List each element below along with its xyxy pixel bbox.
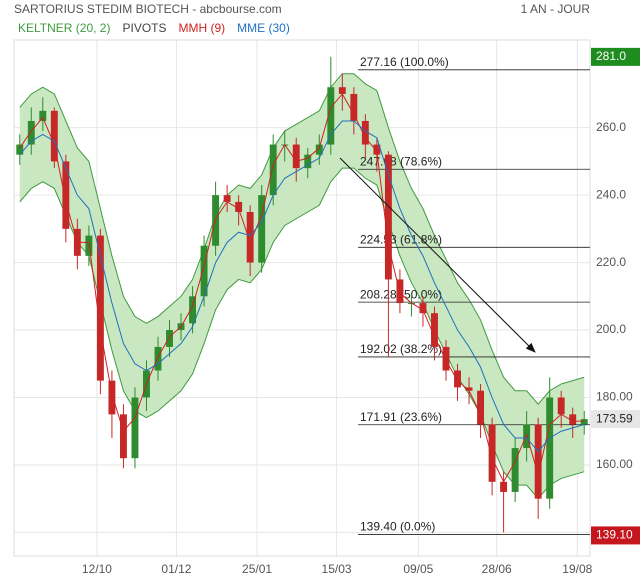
candle-body — [557, 397, 565, 415]
candle-body — [154, 346, 162, 371]
candle-body — [477, 390, 485, 425]
legend: KELTNER (20, 2) PIVOTS MMH (9) MME (30) — [18, 21, 290, 35]
x-tick-label: 15/03 — [322, 562, 352, 576]
candle-body — [361, 120, 369, 145]
legend-entry: KELTNER (20, 2) — [18, 21, 110, 35]
candle-body — [62, 161, 70, 229]
moving-average — [19, 93, 585, 483]
fib-label: 277.16 (100.0%) — [360, 55, 449, 69]
price-marker-label: 139.10 — [596, 528, 633, 542]
x-tick-label: 01/12 — [161, 562, 191, 576]
candle-body — [327, 87, 335, 145]
candle-body — [465, 387, 473, 391]
candle-body — [27, 120, 35, 145]
candle-body — [235, 201, 243, 212]
legend-entry: MME (30) — [237, 21, 290, 35]
candle-body — [223, 195, 231, 202]
candle-body — [96, 235, 104, 381]
y-tick-label: 200.0 — [596, 322, 626, 336]
candle-body — [246, 212, 254, 263]
price-marker-label: 281.0 — [596, 49, 626, 63]
y-tick-label: 160.00 — [596, 457, 633, 471]
candle-body — [304, 154, 312, 169]
candle-body — [419, 303, 427, 314]
candle-body — [131, 397, 139, 459]
legend-entry: MMH (9) — [179, 21, 226, 35]
candle-body — [488, 424, 496, 482]
candle-body — [189, 296, 197, 324]
plot-frame — [13, 39, 591, 557]
price-marker — [591, 410, 640, 429]
trend-arrow — [339, 157, 536, 353]
candle-body — [500, 481, 508, 492]
keltner-band — [19, 73, 585, 499]
candle-body — [350, 93, 358, 121]
x-tick-label: 25/01 — [242, 562, 272, 576]
candle-body — [108, 380, 116, 415]
candle-body — [16, 144, 24, 155]
fib-label: 139.40 (0.0%) — [360, 520, 435, 534]
x-tick-label: 09/05 — [403, 562, 433, 576]
period: 1 AN - JOUR — [521, 2, 591, 16]
candle-body — [454, 370, 461, 388]
candle-body — [315, 144, 323, 155]
candle-body — [384, 154, 392, 280]
candle-body — [431, 313, 438, 347]
y-tick-label: 180.00 — [596, 390, 633, 404]
candle-body — [442, 346, 450, 371]
fib-label: 224.53 (61.8%) — [360, 232, 442, 246]
candle-body — [166, 330, 173, 347]
candle-body — [569, 414, 577, 425]
candle-body — [338, 87, 346, 94]
candle-body — [373, 144, 381, 155]
y-tick-label: 260.0 — [596, 120, 626, 134]
legend-entry: PIVOTS — [122, 21, 166, 35]
fib-label: 171.91 (23.6%) — [360, 410, 442, 424]
fib-label: 247.68 (78.6%) — [360, 154, 442, 168]
candle-body — [50, 110, 58, 162]
price-marker-label: 173.59 — [596, 411, 633, 425]
candle-body — [39, 110, 47, 121]
candle-body — [546, 397, 554, 499]
candle-body — [534, 424, 542, 499]
moving-average — [19, 120, 585, 453]
x-tick-label: 12/10 — [82, 562, 112, 576]
price-marker — [591, 526, 640, 545]
chart-title: SARTORIUS STEDIM BIOTECH - abcbourse.com — [14, 2, 282, 16]
candle-body — [580, 419, 588, 425]
candle-body — [200, 245, 208, 297]
price-marker — [591, 47, 640, 66]
candle-body — [511, 448, 519, 492]
candle-body — [258, 195, 266, 263]
fib-label: 192.02 (38.2%) — [360, 342, 442, 356]
y-tick-label: 240.0 — [596, 187, 626, 201]
y-tick-label: 220.0 — [596, 255, 626, 269]
keltner-upper — [19, 73, 585, 406]
candle-body — [119, 414, 127, 459]
x-tick-label: 19/08 — [562, 562, 592, 576]
candle-body — [269, 144, 277, 196]
candle-body — [292, 144, 300, 169]
x-tick-label: 28/06 — [482, 562, 512, 576]
